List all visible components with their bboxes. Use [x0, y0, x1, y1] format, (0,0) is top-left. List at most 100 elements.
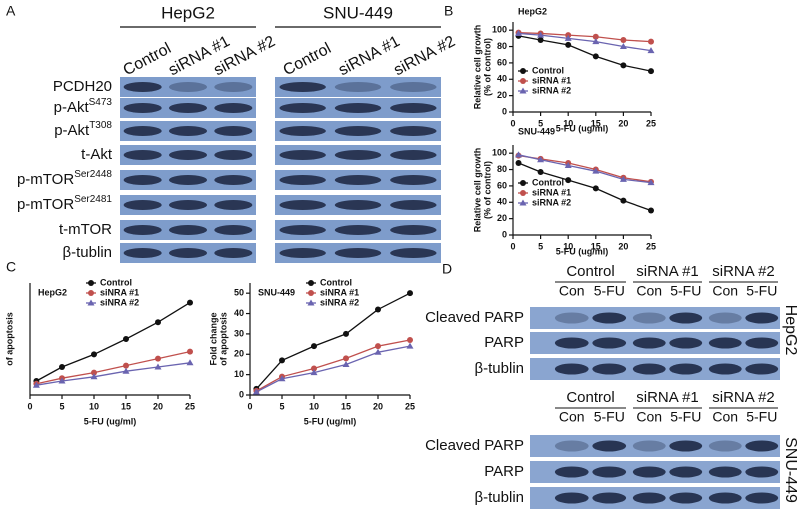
blot-band [745, 312, 779, 324]
data-point [32, 381, 40, 388]
lane-label: Control [121, 40, 175, 79]
blot-band [168, 150, 208, 160]
blot-band [279, 82, 326, 92]
legend-marker [308, 290, 314, 296]
data-point [252, 388, 260, 395]
blot-band [632, 363, 666, 375]
y-tick-label: 60 [497, 180, 507, 190]
condition-label: Con [712, 283, 738, 299]
x-axis-label: 5-FU (ug/ml) [304, 416, 357, 426]
data-point [647, 179, 655, 186]
data-point [59, 364, 65, 370]
row-name: β-tublin [63, 244, 112, 261]
y-tick-label: 100 [492, 148, 507, 158]
blot-band [390, 175, 437, 185]
series-line [255, 292, 411, 390]
chart-title: SNU-449 [518, 126, 555, 136]
blot-band [168, 248, 208, 258]
legend-marker [520, 180, 526, 186]
legend-label: siNRA #2 [100, 297, 139, 307]
blot-band [592, 337, 627, 349]
condition-label: Con [636, 409, 662, 425]
data-point [620, 37, 627, 43]
data-point [187, 299, 193, 306]
condition-label: 5-FU [670, 283, 701, 299]
legend-label: Control [532, 177, 564, 187]
y-axis-label: (% of control) [482, 161, 492, 219]
blot-band [168, 103, 208, 113]
data-point [648, 38, 654, 45]
row-label: Cleaved PARP [425, 309, 524, 326]
group-label: siRNA #1 [636, 263, 699, 280]
x-axis-label: 5-FU (ug/ml) [84, 416, 137, 426]
x-axis-label: 5-FU (ug/ml) [556, 123, 609, 133]
blot-band [632, 492, 666, 504]
y-axis-label: of apoptosis [4, 312, 14, 366]
blot-band [632, 337, 666, 349]
legend-label: siNRA #1 [100, 287, 139, 297]
data-point [343, 330, 349, 337]
blot-band [334, 248, 382, 258]
cell-line-label: SNU-449 [323, 3, 393, 22]
y-tick-label: 0 [502, 106, 507, 116]
blot-band [669, 363, 703, 375]
blot-band [390, 150, 437, 160]
blot-band [669, 312, 703, 324]
y-tick-label: 100 [492, 25, 507, 35]
data-point [407, 290, 413, 297]
blot-band [123, 126, 162, 136]
y-axis-label: Relative cell growth [472, 25, 482, 110]
y-tick-label: 40 [497, 197, 507, 207]
data-point [564, 161, 572, 168]
blot-band [334, 200, 382, 210]
group-label: siRNA #2 [712, 263, 775, 280]
y-axis-label: of apoptosis [218, 312, 228, 366]
blot-strip [530, 307, 780, 329]
row-label: Cleaved PARP [425, 437, 524, 454]
x-tick-label: 15 [121, 401, 131, 411]
data-point [375, 343, 381, 350]
x-tick-label: 20 [373, 401, 383, 411]
data-point [647, 47, 655, 54]
data-point [278, 375, 286, 382]
blot-band [554, 492, 589, 504]
blot-band [214, 126, 253, 136]
data-point [279, 357, 285, 364]
data-point [155, 319, 161, 326]
row-label: PARP [484, 334, 524, 351]
blot-band [592, 312, 627, 324]
blot-band [554, 363, 589, 375]
data-point [592, 33, 599, 40]
data-point [515, 151, 523, 158]
blot-band [390, 82, 437, 92]
row-name: t-Akt [81, 146, 113, 163]
y-tick-label: 30 [234, 328, 244, 338]
chart-title: SNU-449 [258, 287, 295, 297]
data-point [91, 351, 97, 358]
blot-band [279, 103, 326, 113]
panel-letter: A [6, 3, 16, 19]
row-label: t-mTOR [59, 221, 112, 238]
group-label: siRNA #2 [712, 389, 775, 406]
data-point [620, 62, 627, 69]
condition-label: 5-FU [594, 283, 625, 299]
data-point [374, 348, 382, 355]
blot-band [214, 150, 253, 160]
blot-band [334, 126, 382, 136]
blot-band [279, 175, 326, 185]
blot-band [554, 312, 589, 324]
blot-band [745, 466, 779, 478]
y-tick-label: 80 [497, 164, 507, 174]
data-point [648, 68, 654, 75]
series-line [36, 350, 191, 385]
data-point [592, 185, 599, 192]
blot-band [669, 440, 703, 452]
blot-band [214, 175, 253, 185]
blot-band [708, 363, 742, 375]
data-point [90, 373, 98, 380]
row-name: p-mTOR [17, 171, 74, 188]
condition-label: Con [559, 409, 585, 425]
legend-label: Control [532, 65, 564, 75]
blot-band [279, 150, 326, 160]
row-superscript: S473 [89, 97, 113, 108]
